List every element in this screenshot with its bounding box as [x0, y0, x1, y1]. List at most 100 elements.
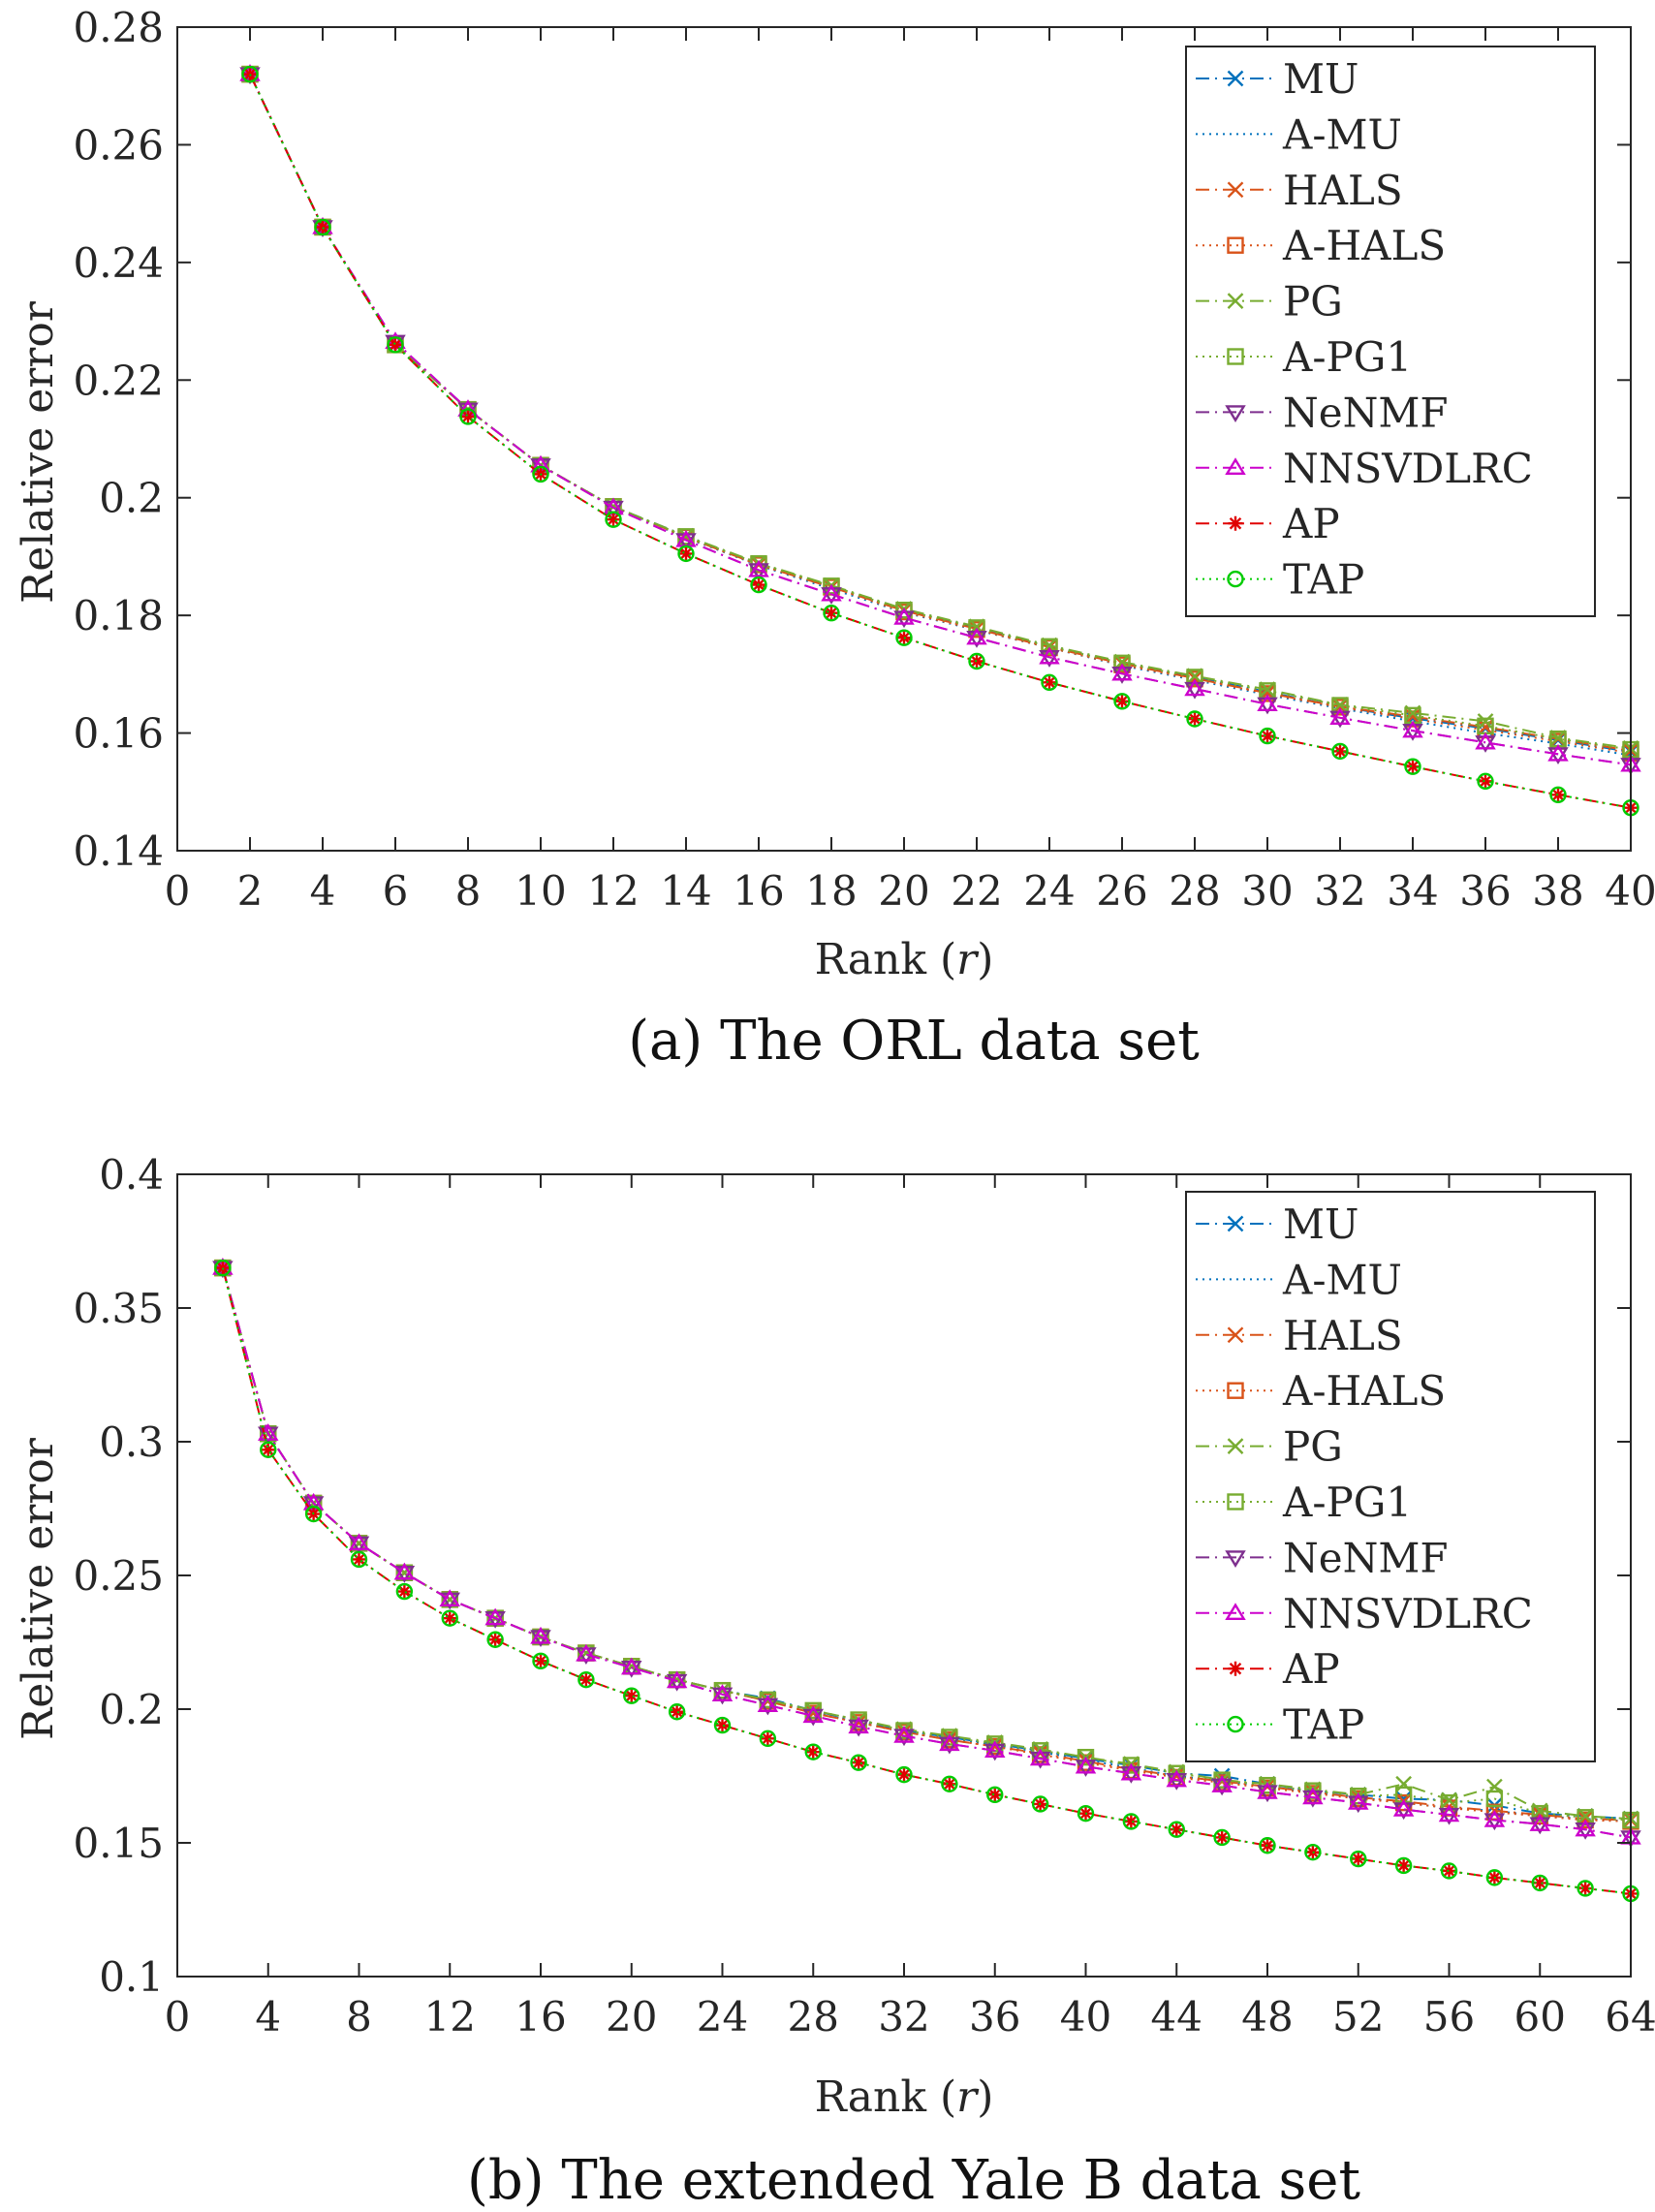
series-line-tap — [221, 1267, 1632, 1895]
x-tick-label: 4 — [310, 867, 336, 915]
data-point-tap — [395, 1582, 414, 1601]
series-line-nnsvdlrc — [221, 1267, 1632, 1839]
x-tick-label: 12 — [424, 1993, 476, 2041]
y-tick-label: 0.18 — [73, 592, 164, 639]
chart-yale-b: 0 4 8 12 16 20 24 28 32 36 40 44 48 52 56 60 640.10.150.… — [14, 1151, 1655, 2212]
x-tick-label: 2 — [237, 867, 264, 915]
data-point-pg — [1331, 697, 1349, 713]
data-point-tap — [1304, 1843, 1322, 1861]
data-point-nnsvdlrc — [1257, 694, 1278, 712]
data-point-pg — [1259, 681, 1276, 698]
data-point-a-pg1 — [1531, 1804, 1548, 1823]
series-line-pg — [221, 1267, 1632, 1821]
data-point-tap — [1213, 1828, 1231, 1847]
x-tick-label: 8 — [346, 1993, 372, 2041]
legend-box — [1185, 46, 1596, 617]
data-point-ap — [805, 1744, 821, 1760]
data-point-a-pg1 — [968, 619, 985, 637]
x-tick-label: 8 — [455, 867, 482, 915]
data-point-tap — [387, 336, 404, 354]
y-tick-label: 0.4 — [99, 1151, 164, 1199]
y-tick-label: 0.1 — [99, 1953, 164, 2001]
x-axis-label-variable: r — [956, 935, 980, 984]
data-point-tap — [578, 1670, 595, 1689]
data-point-tap — [986, 1786, 1004, 1804]
legend-marker — [1227, 1215, 1244, 1232]
data-point-a-pg1 — [1122, 1757, 1140, 1774]
data-point-nnsvdlrc — [1211, 1775, 1233, 1792]
data-point-nnsvdlrc — [1075, 1756, 1097, 1774]
legend-marker — [1227, 236, 1244, 254]
legend-marker — [1228, 1661, 1243, 1676]
data-point-nnsvdlrc — [484, 1607, 506, 1626]
legend-label: MU — [1283, 55, 1358, 103]
y-tick-label: 0.25 — [73, 1552, 164, 1600]
x-tick-label: 14 — [660, 867, 711, 915]
data-point-nnsvdlrc — [620, 1657, 642, 1675]
x-tick-label: 38 — [1532, 867, 1583, 915]
data-point-nnsvdlrc — [439, 1589, 461, 1607]
axes-orl: 0 2 4 6 8 10 12 14 16 18 20 22 24 26 28 30 32 34 36 38 400.1… — [73, 4, 1655, 915]
legend-marker — [1227, 570, 1244, 588]
x-tick-label: 24 — [697, 1993, 748, 2041]
x-tick-label: 36 — [969, 1993, 1020, 2041]
data-point-nnsvdlrc — [748, 559, 769, 577]
x-tick-label: 22 — [951, 867, 1002, 915]
data-point-tap — [532, 1652, 549, 1670]
data-point-tap — [713, 1716, 732, 1734]
legend-item-nnsvdlrc: NNSVDLRC — [1196, 1590, 1533, 1637]
data-point-nnsvdlrc — [1438, 1804, 1460, 1823]
legend-marker — [1227, 293, 1244, 309]
x-axis-label-close: ) — [977, 2072, 993, 2122]
data-point-tap — [486, 1631, 504, 1648]
data-point-a-pg1 — [1485, 1790, 1504, 1808]
x-axis-label-text: Rank ( — [815, 2072, 957, 2122]
axes-yale-b: 0 4 8 12 16 20 24 28 32 36 40 44 48 52 56 60 640.10.150.… — [73, 1151, 1655, 2041]
data-point-ap — [1114, 694, 1130, 709]
legend-marker — [1227, 181, 1244, 199]
y-axis-label: Relative error — [14, 1437, 63, 1740]
data-point-nnsvdlrc — [1184, 678, 1205, 697]
data-point-tap — [1259, 1837, 1276, 1854]
data-point-nnsvdlrc — [966, 627, 987, 645]
data-point-ap — [578, 1672, 594, 1688]
data-point-nnsvdlrc — [1039, 646, 1060, 665]
x-axis-label-close: ) — [977, 935, 993, 984]
legend-marker — [1227, 348, 1244, 365]
data-point-nnsvdlrc — [1111, 663, 1133, 681]
data-point-ap — [460, 409, 476, 424]
x-tick-label: 6 — [383, 867, 409, 915]
data-point-ap — [670, 1704, 685, 1720]
legend-item-a-pg1: A-PG1 — [1196, 1479, 1412, 1526]
x-tick-label: 26 — [1096, 867, 1147, 915]
y-tick-label: 0.28 — [73, 4, 164, 51]
legend-label: A-MU — [1282, 110, 1402, 158]
y-tick-label: 0.14 — [73, 827, 164, 875]
data-point-ap — [242, 67, 258, 82]
data-point-ap — [1332, 743, 1348, 759]
legend-item-a-pg1: A-PG1 — [1196, 333, 1412, 381]
legend-label: TAP — [1283, 1701, 1364, 1749]
data-point-ap — [715, 1718, 730, 1733]
data-point-tap — [1477, 772, 1494, 791]
data-point-a-pg1 — [1077, 1748, 1095, 1766]
data-point-nnsvdlrc — [348, 1533, 370, 1551]
data-point-ap — [315, 219, 330, 234]
caption-yale-b: (b) The extended Yale B data set — [467, 2149, 1360, 2212]
data-point-tap — [1440, 1862, 1458, 1880]
data-point-ap — [1396, 1857, 1412, 1873]
y-tick-label: 0.3 — [99, 1418, 164, 1466]
legend-label: NNSVDLRC — [1283, 1590, 1533, 1637]
legend-marker — [1225, 1603, 1246, 1620]
data-point-nnsvdlrc — [893, 1726, 915, 1743]
data-point-tap — [1077, 1804, 1095, 1823]
legend-item-mu: MU — [1196, 55, 1358, 103]
legend-label: TAP — [1283, 556, 1364, 604]
legend-item-nenmf: NeNMF — [1196, 1534, 1449, 1581]
legend-marker — [1225, 457, 1246, 475]
legend-label: NeNMF — [1283, 389, 1449, 436]
legend-item-nenmf: NeNMF — [1196, 389, 1449, 436]
x-tick-label: 4 — [255, 1993, 281, 2041]
y-tick-label: 0.2 — [99, 1686, 164, 1733]
